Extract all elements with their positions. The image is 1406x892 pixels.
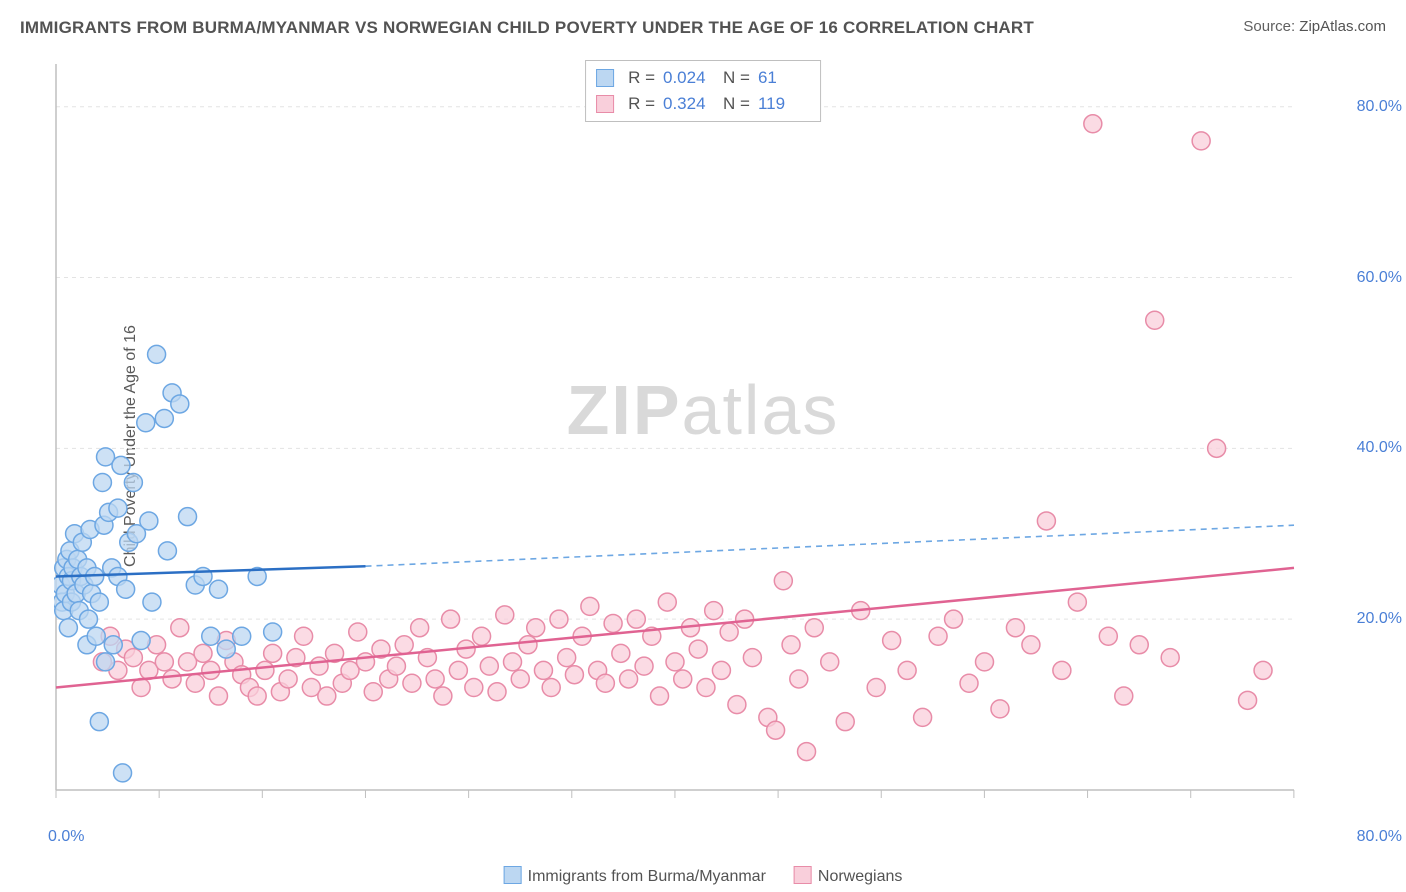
r-value: 0.324 [663, 91, 715, 117]
legend-label: Immigrants from Burma/Myanmar [528, 868, 766, 885]
n-label: N = [723, 91, 750, 117]
series-legend: Immigrants from Burma/Myanmar Norwegians [504, 866, 903, 886]
n-value: 119 [758, 91, 810, 117]
n-label: N = [723, 65, 750, 91]
chart-header: IMMIGRANTS FROM BURMA/MYANMAR VS NORWEGI… [20, 18, 1386, 38]
chart-title: IMMIGRANTS FROM BURMA/MYANMAR VS NORWEGI… [20, 18, 1034, 38]
y-tick-label: 20.0% [1357, 610, 1402, 628]
scatter-plot: 20.0%40.0%60.0%80.0%0.0%80.0% [54, 60, 1354, 820]
r-label: R = [628, 65, 655, 91]
legend-item: Immigrants from Burma/Myanmar [504, 866, 766, 886]
x-tick-label: 80.0% [1357, 828, 1402, 846]
source-label: Source: [1243, 18, 1299, 35]
chart-source: Source: ZipAtlas.com [1243, 18, 1386, 35]
legend-swatch [794, 866, 812, 884]
source-value: ZipAtlas.com [1299, 18, 1386, 35]
legend-swatch [504, 866, 522, 884]
n-value: 61 [758, 65, 810, 91]
legend-label: Norwegians [818, 868, 902, 885]
chart-svg [54, 60, 1354, 820]
r-label: R = [628, 91, 655, 117]
legend-row: R = 0.324 N = 119 [596, 91, 810, 117]
legend-swatch [596, 69, 614, 87]
y-tick-label: 40.0% [1357, 439, 1402, 457]
y-tick-label: 80.0% [1357, 98, 1402, 116]
legend-swatch [596, 95, 614, 113]
r-value: 0.024 [663, 65, 715, 91]
y-tick-label: 60.0% [1357, 269, 1402, 287]
legend-item: Norwegians [794, 866, 902, 886]
x-tick-label: 0.0% [48, 828, 84, 846]
legend-row: R = 0.024 N = 61 [596, 65, 810, 91]
correlation-legend: R = 0.024 N = 61 R = 0.324 N = 119 [585, 60, 821, 122]
